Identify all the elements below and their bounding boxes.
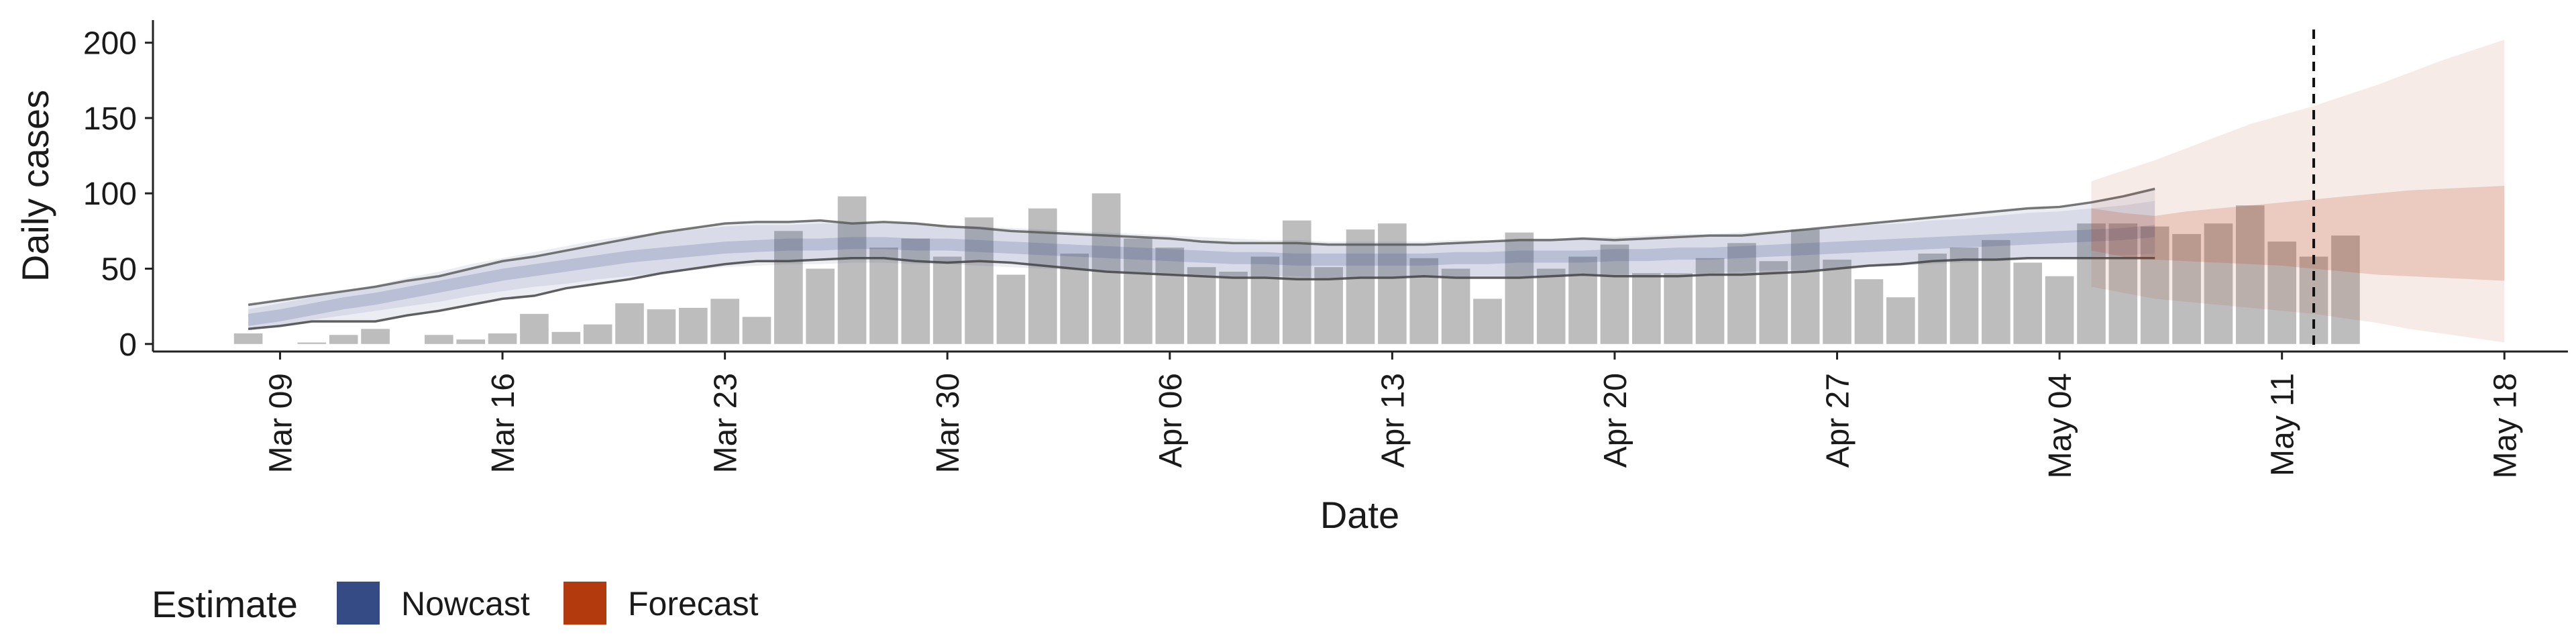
bar-41 <box>1536 268 1566 344</box>
x-tick-label-2: Mar 23 <box>708 373 744 473</box>
nowcast-band-inner <box>248 201 2155 331</box>
bar-29 <box>1155 248 1185 344</box>
bar-11 <box>583 324 612 344</box>
bar-28 <box>1124 238 1152 344</box>
bar-55 <box>1982 239 2010 344</box>
bar-60 <box>2140 226 2169 344</box>
bar-45 <box>1664 273 1693 344</box>
y-axis-title: Daily cases <box>14 90 56 282</box>
bar-51 <box>1854 279 1884 344</box>
bar-18 <box>806 268 835 344</box>
x-axis-title: Date <box>1320 494 1399 536</box>
y-tick-label-50: 50 <box>101 252 137 288</box>
bar-39 <box>1473 299 1502 344</box>
bar-21 <box>901 238 930 344</box>
x-tick-label-9: May 11 <box>2265 373 2301 476</box>
bar-35 <box>1346 229 1375 344</box>
bar-9 <box>520 313 549 344</box>
bar-61 <box>2172 233 2201 344</box>
axes: 0 50 100 150 200 Mar 09 Mar 16 Mar 23 Mar 30 Apr… <box>14 20 2568 536</box>
legend-title: Estimate <box>152 583 298 625</box>
bar-63 <box>2236 205 2265 344</box>
bar-66 <box>2331 235 2360 344</box>
x-tick-label-10: May 18 <box>2487 373 2523 478</box>
bar-31 <box>1219 271 1248 344</box>
bar-27 <box>1091 193 1121 344</box>
bar-10 <box>551 331 581 344</box>
y-tick-label-100: 100 <box>83 176 137 212</box>
x-tick-label-3: Mar 30 <box>930 373 966 473</box>
bar-42 <box>1568 256 1597 344</box>
bar-32 <box>1250 256 1280 344</box>
legend-swatch-nowcast <box>337 582 380 625</box>
x-tick-label-0: Mar 09 <box>263 373 299 473</box>
bar-50 <box>1823 260 1851 344</box>
bar-59 <box>2108 223 2138 344</box>
bar-3 <box>329 335 358 344</box>
y-tick-label-150: 150 <box>83 101 137 137</box>
nowcast-band-median <box>248 225 2155 326</box>
bar-25 <box>1028 208 1057 344</box>
bar-48 <box>1759 261 1788 344</box>
bar-15 <box>710 299 739 344</box>
bar-56 <box>2013 262 2043 344</box>
legend-swatch-forecast <box>564 582 606 625</box>
x-tick-label-1: Mar 16 <box>486 373 521 473</box>
bar-62 <box>2204 223 2233 344</box>
bar-23 <box>965 217 994 344</box>
bar-30 <box>1187 267 1216 344</box>
bar-4 <box>361 329 390 344</box>
bar-14 <box>678 307 708 344</box>
bar-64 <box>2267 241 2296 344</box>
bar-40 <box>1505 232 1534 344</box>
bar-20 <box>869 248 898 344</box>
bar-22 <box>932 256 962 344</box>
y-tick-label-200: 200 <box>83 26 137 62</box>
bar-38 <box>1441 268 1470 344</box>
bar-16 <box>742 317 771 344</box>
legend: Estimate Nowcast Forecast <box>152 582 759 625</box>
bar-47 <box>1727 243 1756 344</box>
bar-12 <box>615 303 644 344</box>
bar-2 <box>297 342 327 344</box>
legend-label-nowcast: Nowcast <box>401 585 530 623</box>
bar-46 <box>1695 258 1725 344</box>
bar-13 <box>647 309 676 344</box>
bar-52 <box>1886 297 1915 344</box>
bar-58 <box>2077 223 2106 344</box>
nowcast-lower-line <box>248 257 2155 331</box>
bar-49 <box>1790 229 1820 344</box>
x-tick-label-5: Apr 13 <box>1375 373 1411 468</box>
bar-37 <box>1409 258 1439 344</box>
forecast-band-90 <box>2091 40 2505 343</box>
bar-19 <box>837 196 867 344</box>
bar-17 <box>774 231 803 344</box>
bar-33 <box>1282 220 1311 344</box>
bar-7 <box>456 339 485 344</box>
x-tick-label-8: May 04 <box>2043 373 2078 478</box>
x-tick-label-4: Apr 06 <box>1153 373 1189 468</box>
forecast-band-50 <box>2091 186 2505 281</box>
x-tick-label-6: Apr 20 <box>1598 373 1633 468</box>
bar-6 <box>425 335 453 344</box>
bar-0 <box>233 333 263 344</box>
bar-53 <box>1918 254 1947 344</box>
bar-44 <box>1632 273 1661 344</box>
bar-43 <box>1600 244 1629 344</box>
plot-area <box>233 30 2505 350</box>
bar-57 <box>2045 276 2074 344</box>
nowcast-upper-line <box>248 187 2155 307</box>
bar-24 <box>996 274 1026 344</box>
y-tick-label-0: 0 <box>119 327 137 363</box>
x-tick-label-7: Apr 27 <box>1821 373 1856 468</box>
legend-label-forecast: Forecast <box>628 585 759 623</box>
bar-8 <box>488 333 517 344</box>
bar-54 <box>1949 248 1979 344</box>
